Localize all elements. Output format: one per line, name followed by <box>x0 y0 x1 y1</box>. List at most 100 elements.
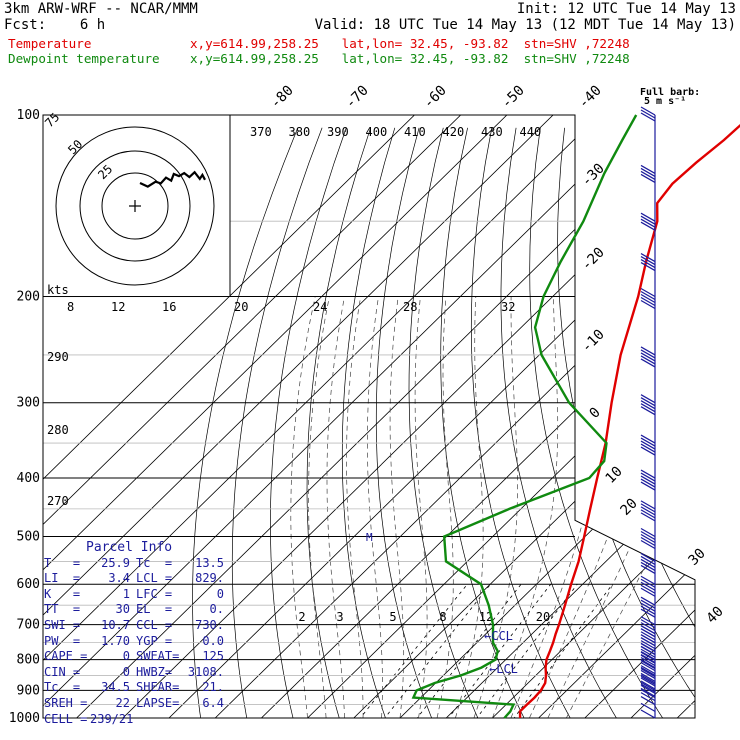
isotherm-label: -20 <box>579 245 608 274</box>
wind-barb <box>640 675 656 685</box>
moist-adiabat-line <box>492 296 559 718</box>
adiabat-label: 270 <box>47 494 69 508</box>
parcel-label: PW = <box>44 633 81 648</box>
wind-barb <box>640 687 656 697</box>
wind-barb <box>640 397 656 407</box>
wind-barb <box>640 657 656 667</box>
parcel-value: 0 <box>122 649 130 664</box>
wind-barb <box>640 215 656 225</box>
parcel-value: 21. <box>202 680 224 695</box>
wind-barb <box>640 440 656 450</box>
wind-barb <box>640 536 656 546</box>
isotherm-label: -50 <box>499 83 528 112</box>
wind-barb <box>640 106 656 116</box>
wind-barb <box>640 259 656 269</box>
isotherm-line <box>340 115 695 718</box>
wind-barb <box>640 294 656 304</box>
wind-barb <box>640 596 656 606</box>
dewpoint-legend: Dewpoint temperature x,y=614.99,258.25 l… <box>8 51 630 66</box>
wind-barb <box>640 481 656 491</box>
wind-barb <box>640 443 656 453</box>
mixing-ratio-line <box>438 583 552 718</box>
wind-barb <box>640 558 656 568</box>
isotherm-label: -40 <box>576 83 605 112</box>
model-label: 3km ARW-WRF -- NCAR/MMM <box>4 1 198 17</box>
theta-label: 390 <box>327 125 349 139</box>
wind-barb <box>640 434 656 444</box>
parcel-info-row: LI = 3.4 LCL = 829. <box>44 571 224 587</box>
parcel-label: LFC = <box>136 586 173 601</box>
parcel-value: 1 <box>122 586 130 601</box>
isotherm-line <box>432 115 695 718</box>
wind-barb <box>640 584 656 594</box>
wind-barb <box>640 628 656 638</box>
dry-adiabat-line <box>529 127 672 718</box>
isotherm-line <box>294 115 695 718</box>
isotherm-line <box>663 115 695 718</box>
pressure-tick-label: 900 <box>17 683 40 698</box>
speed-tick-label: 32 <box>501 300 515 314</box>
wind-barb <box>640 212 656 222</box>
wind-barb <box>640 506 656 516</box>
wind-barb <box>640 291 656 301</box>
parcel-label: SHEAR= <box>136 680 180 695</box>
dry-adiabat-line <box>270 127 347 718</box>
hodograph-trace <box>139 170 206 188</box>
dry-adiabat-line <box>470 127 578 718</box>
hodograph-ring <box>79 150 191 262</box>
pressure-tick-label: 600 <box>17 577 40 592</box>
wind-barb <box>640 637 656 647</box>
wind-barb <box>640 643 656 653</box>
parcel-info-row: TT = 30 EL = 0. <box>44 602 224 618</box>
dry-adiabat-line <box>685 127 695 718</box>
isotherm-label: 0 <box>587 405 604 422</box>
parcel-label: SWEAT= <box>136 649 180 664</box>
parcel-value: 13.5 <box>195 555 224 570</box>
parcel-label: HWBZ= <box>136 664 173 679</box>
wind-barb <box>640 683 656 693</box>
parcel-label: CCL = <box>136 617 173 632</box>
wind-barb <box>640 300 656 310</box>
isotherm-line <box>571 115 695 718</box>
wind-barb <box>640 173 656 183</box>
parcel-value: 6.4 <box>202 695 224 710</box>
moist-adiabat-line <box>455 296 484 718</box>
wind-barb <box>640 500 656 510</box>
hodograph-ring <box>55 126 215 286</box>
wind-barb <box>640 564 656 574</box>
dry-adiabat-line <box>440 127 531 718</box>
wind-barb <box>640 646 656 656</box>
wind-barb <box>640 218 656 228</box>
mixing-ratio-line <box>349 583 468 718</box>
wind-barb <box>640 469 656 479</box>
parcel-label: T = <box>44 555 81 570</box>
mixing-ratio-line <box>407 583 522 718</box>
theta-label: 400 <box>366 125 388 139</box>
wind-barb <box>640 352 656 362</box>
dewpoint-profile-line <box>411 114 638 719</box>
speed-unit-label: kts <box>47 283 69 297</box>
parcel-label: LAPSE= <box>136 695 180 710</box>
isotherm-line <box>43 115 429 718</box>
wind-barb <box>640 668 656 678</box>
dry-adiabat-line <box>500 127 625 718</box>
lcl-annotation: ←LCL <box>489 662 518 676</box>
isotherm-label: -70 <box>343 83 372 112</box>
parcel-value: 829. <box>195 571 224 586</box>
wind-barb <box>640 672 656 682</box>
wind-barb <box>640 587 656 597</box>
wind-barb <box>640 599 656 609</box>
parcel-value: 239/21 <box>90 711 134 726</box>
forecast-hour-label: Fcst: 6 h <box>4 17 106 33</box>
parcel-value: 0.0 <box>202 633 224 648</box>
parcel-value: 22 <box>115 695 130 710</box>
isotherm-label: 40 <box>704 604 727 627</box>
dry-adiabat-line <box>610 127 695 718</box>
moist-adiabat-line <box>308 296 330 718</box>
speed-tick-label: 16 <box>162 300 176 314</box>
wind-barb <box>640 533 656 543</box>
moist-adiabat-line <box>326 296 345 718</box>
speed-tick-label: 28 <box>403 300 417 314</box>
parcel-label: Tc = <box>44 680 81 695</box>
